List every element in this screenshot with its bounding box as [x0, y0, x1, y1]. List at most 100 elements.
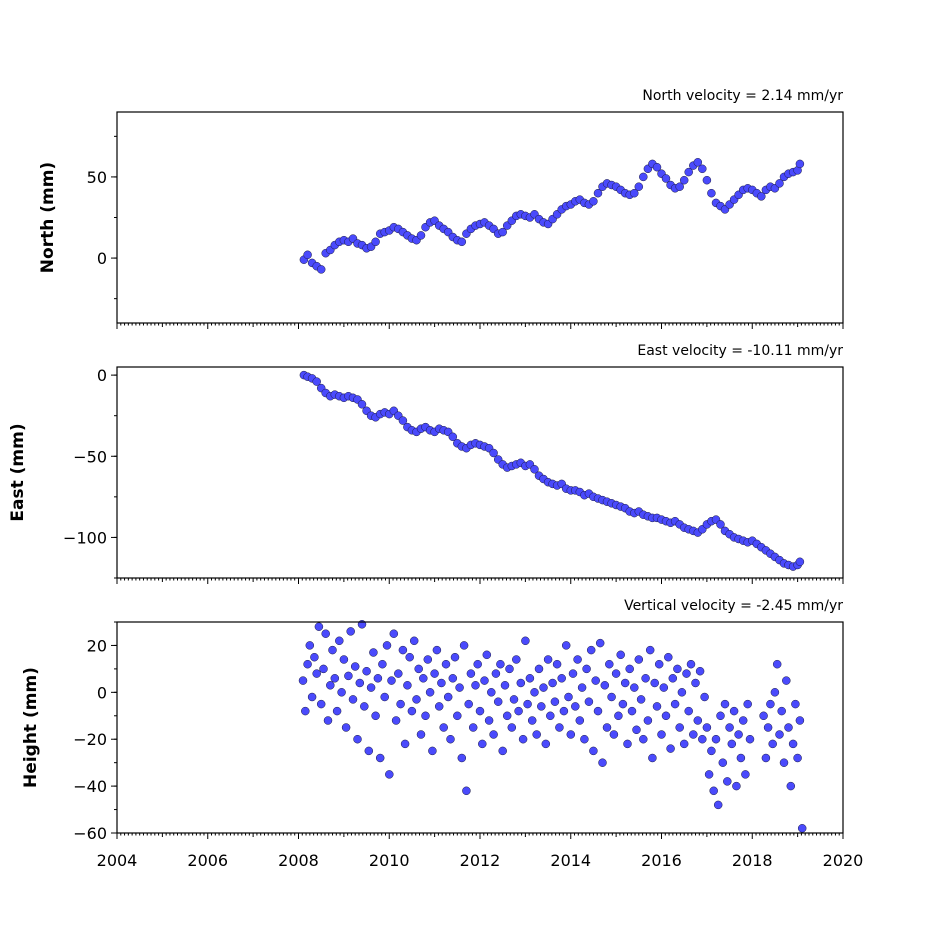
data-point	[493, 697, 503, 706]
data-point	[407, 706, 417, 716]
y-tick-label: 20	[87, 636, 107, 655]
data-point	[339, 655, 349, 664]
data-point	[702, 175, 712, 185]
data-point	[700, 692, 709, 702]
y-tick-label: 50	[87, 168, 107, 187]
height-panel: Vertical velocity = -2.45 mm/yr Height (…	[21, 598, 863, 870]
data-point	[405, 652, 414, 662]
data-point	[657, 730, 666, 739]
data-point	[763, 723, 773, 732]
data-point	[369, 648, 378, 657]
data-point	[741, 770, 750, 779]
data-point	[643, 716, 653, 725]
data-point	[350, 662, 360, 671]
data-point	[779, 758, 789, 767]
data-point	[446, 734, 455, 744]
east-title: East velocity = -10.11 mm/yr	[637, 343, 843, 359]
data-point	[353, 734, 362, 744]
y-tick-label: −60	[73, 824, 107, 843]
data-point	[530, 688, 539, 697]
data-point	[457, 237, 467, 247]
data-point	[586, 645, 596, 655]
data-point	[727, 739, 737, 749]
data-point	[636, 695, 646, 704]
data-point	[525, 674, 535, 683]
data-point	[310, 652, 319, 662]
data-point	[791, 699, 800, 709]
data-point	[448, 674, 458, 683]
data-point	[498, 227, 507, 237]
data-point	[684, 167, 693, 177]
height-title: Vertical velocity = -2.45 mm/yr	[624, 598, 843, 614]
data-point	[541, 739, 551, 749]
data-point	[720, 699, 730, 709]
data-point	[711, 734, 721, 744]
data-point	[677, 688, 687, 697]
data-point	[634, 655, 644, 664]
data-point	[509, 695, 519, 704]
data-point	[650, 678, 659, 688]
data-point	[723, 777, 732, 786]
data-point	[543, 655, 553, 664]
data-point	[652, 702, 662, 711]
data-point	[412, 695, 421, 704]
data-point	[718, 758, 728, 767]
data-point	[675, 723, 684, 732]
data-point	[387, 676, 396, 685]
data-point	[328, 645, 337, 655]
data-point	[344, 671, 353, 681]
east-ylabel: East (mm)	[8, 423, 28, 521]
data-point	[661, 174, 671, 183]
data-point	[466, 669, 476, 678]
data-point	[330, 674, 340, 683]
data-point	[627, 706, 637, 716]
data-point	[500, 681, 510, 690]
data-point	[664, 652, 673, 662]
data-point	[398, 416, 408, 425]
data-point	[312, 377, 321, 386]
data-point	[623, 739, 632, 749]
data-point	[316, 265, 326, 274]
x-tick-label: 2020	[823, 851, 864, 870]
data-point	[437, 678, 446, 688]
data-point	[491, 669, 501, 678]
data-point	[482, 650, 492, 660]
data-point	[416, 231, 426, 240]
data-point	[707, 746, 716, 756]
data-point	[788, 739, 798, 749]
data-point	[355, 678, 365, 688]
data-point	[546, 711, 555, 721]
data-point	[530, 465, 539, 474]
data-point	[784, 723, 793, 732]
east-points	[299, 370, 805, 571]
data-point	[591, 676, 600, 685]
data-point	[341, 723, 351, 732]
data-point	[566, 730, 576, 739]
data-point	[527, 716, 537, 725]
data-point	[441, 659, 451, 669]
data-point	[337, 688, 346, 697]
y-tick-label: −50	[73, 447, 107, 466]
data-point	[516, 678, 526, 688]
data-point	[795, 159, 805, 169]
data-point	[362, 666, 371, 676]
data-point	[323, 716, 333, 725]
data-point	[598, 758, 607, 767]
data-point	[614, 711, 623, 721]
data-point	[555, 723, 564, 732]
data-point	[652, 162, 662, 172]
x-tick-label: 2014	[550, 851, 591, 870]
data-point	[478, 739, 487, 749]
east-panel: East velocity = -10.11 mm/yr East (mm) 0…	[8, 343, 844, 584]
data-point	[307, 692, 317, 702]
data-point	[675, 182, 684, 191]
data-point	[716, 520, 725, 529]
data-point	[584, 697, 594, 706]
data-point	[389, 629, 399, 638]
data-point	[360, 702, 369, 711]
data-point	[462, 786, 471, 796]
data-point	[713, 800, 723, 810]
data-point	[380, 692, 389, 702]
data-point	[398, 645, 408, 655]
data-point	[695, 666, 705, 676]
